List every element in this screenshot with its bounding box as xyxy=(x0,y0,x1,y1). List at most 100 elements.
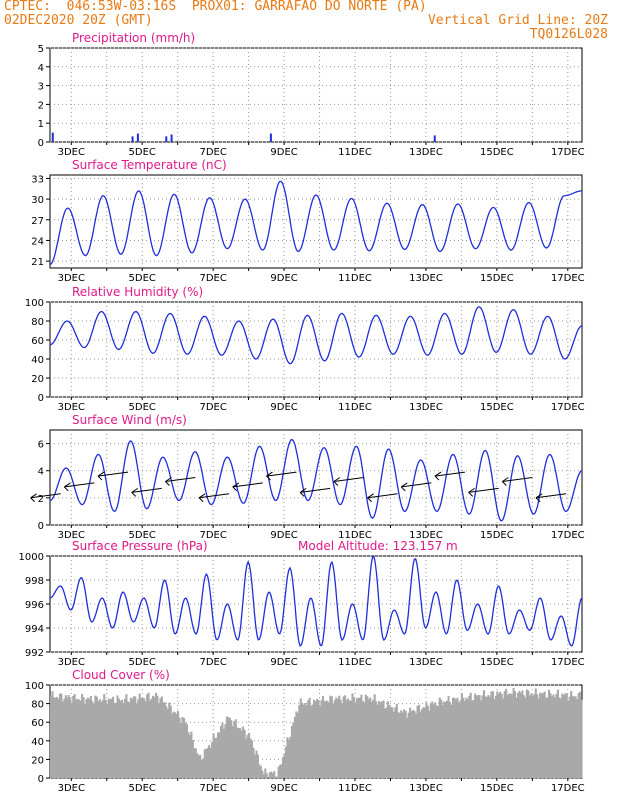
cloud-bar xyxy=(224,724,227,778)
wind-arrow-head xyxy=(64,482,71,488)
cloud-bar xyxy=(471,700,474,778)
cloud-bar xyxy=(202,758,205,778)
cloud-bar xyxy=(419,711,422,778)
cloud-bar xyxy=(157,703,160,778)
y-tick-label: 60 xyxy=(31,336,44,347)
cloud-bar xyxy=(197,755,200,778)
x-tick-label: 15DEC xyxy=(480,273,514,284)
precip-bar xyxy=(51,132,54,142)
wind-arrow-head xyxy=(501,481,507,486)
cloud-bar xyxy=(151,695,155,778)
cloud-bar xyxy=(556,689,559,778)
cloud-bar xyxy=(106,703,109,778)
x-tick-label: 11DEC xyxy=(338,147,372,158)
cloud-bar xyxy=(147,692,150,778)
cloud-bar xyxy=(144,701,147,778)
cloud-bar xyxy=(221,722,224,778)
cloud-bar xyxy=(341,704,344,778)
cloud-bar xyxy=(128,702,131,778)
wind-arrow-head xyxy=(400,482,408,488)
cloud-bar xyxy=(355,698,358,778)
cloud-bar xyxy=(509,693,512,778)
cloud-bar xyxy=(511,694,514,778)
y-tick-label: 20 xyxy=(31,755,44,766)
cloud-bar xyxy=(468,695,471,778)
cloud-bar xyxy=(175,713,178,778)
x-tick-label: 17DEC xyxy=(551,147,585,158)
cloud-bar xyxy=(94,695,97,778)
cloud-bar xyxy=(258,764,261,778)
cloud-bar xyxy=(252,747,255,778)
cloud-bar xyxy=(119,700,122,778)
y-tick-label: 5 xyxy=(38,44,44,55)
cloud-bar xyxy=(227,717,230,778)
y-tick-label: 4 xyxy=(38,467,44,478)
cloud-bar xyxy=(548,689,551,778)
cloud-bar xyxy=(211,741,214,778)
cloud-bar xyxy=(225,716,228,778)
panel-frame xyxy=(49,47,583,143)
cloud-bar xyxy=(265,773,268,778)
cloud-bar xyxy=(500,694,503,778)
y-tick-label: 33 xyxy=(31,174,44,185)
cloud-bar xyxy=(109,699,112,778)
x-tick-label: 9DEC xyxy=(270,273,297,284)
cloud-bar xyxy=(63,698,66,778)
cloud-bar xyxy=(86,697,90,778)
cloud-bar xyxy=(493,699,496,778)
y-tick-label: 998 xyxy=(25,576,44,587)
cloud-bar xyxy=(76,698,79,778)
cloud-bar xyxy=(527,690,530,778)
cloud-bar xyxy=(485,696,489,778)
x-tick-label: 5DEC xyxy=(129,530,156,541)
x-tick-label: 15DEC xyxy=(480,402,514,413)
cloud-bar xyxy=(441,704,444,778)
cloud-bar xyxy=(542,693,545,778)
cloud-bar xyxy=(574,696,577,778)
cloud-bar xyxy=(237,728,240,778)
x-tick-label: 3DEC xyxy=(58,530,85,541)
cloud-bar xyxy=(413,711,416,778)
cloud-bar xyxy=(555,693,558,778)
cloud-bar xyxy=(298,705,301,778)
wind-arrow-head xyxy=(97,471,105,477)
wind-arrow-shaft xyxy=(64,482,95,488)
wind-arrow-shaft xyxy=(199,493,230,499)
cloud-bar xyxy=(416,705,419,778)
cloud-bar xyxy=(521,690,524,778)
x-tick-label: 7DEC xyxy=(199,530,226,541)
x-tick-label: 15DEC xyxy=(480,783,514,794)
y-tick-label: 27 xyxy=(31,216,44,227)
x-tick-label: 3DEC xyxy=(58,147,85,158)
cloud-bar xyxy=(191,739,194,778)
cloud-bar xyxy=(242,726,245,778)
cloud-bar xyxy=(525,689,528,778)
cloud-bar xyxy=(561,693,564,778)
cloud-bar xyxy=(292,722,295,778)
cloud-bar xyxy=(454,699,457,778)
y-tick-label: 0 xyxy=(38,393,44,404)
y-tick-label: 100 xyxy=(25,681,44,692)
cloud-bar xyxy=(490,691,493,778)
cloud-bar xyxy=(530,693,533,778)
cloud-bar xyxy=(348,700,351,778)
cloud-bar xyxy=(78,699,81,778)
cloud-bar xyxy=(506,694,509,778)
cloud-bar xyxy=(61,701,64,778)
cloud-bar xyxy=(503,691,506,778)
cloud-bar xyxy=(72,695,75,778)
cloud-bar xyxy=(369,697,372,778)
cloud-bar xyxy=(472,700,475,778)
cloud-bar xyxy=(352,697,356,778)
panel-title: Surface Pressure (hPa) xyxy=(72,539,208,553)
cloud-bar xyxy=(450,704,453,778)
y-tick-label: 80 xyxy=(31,700,44,711)
cloud-bar xyxy=(531,695,534,778)
cloud-bar xyxy=(406,717,409,778)
cloud-bar xyxy=(412,709,415,778)
cloud-bar xyxy=(469,692,472,778)
cloud-bar xyxy=(212,733,215,778)
wind-arrow-head xyxy=(131,487,138,493)
cloud-bar xyxy=(437,705,440,778)
cloud-bar xyxy=(342,696,345,778)
